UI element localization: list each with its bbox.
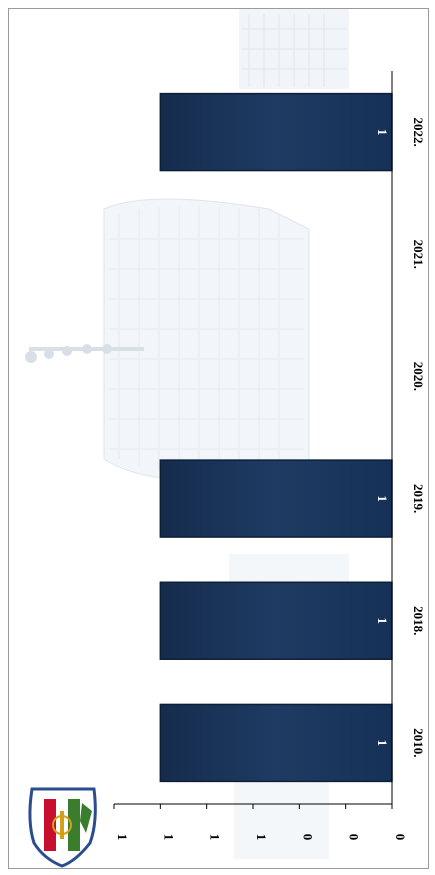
value-tick-label: 1 — [254, 834, 269, 841]
category-label: 2022. — [411, 117, 426, 146]
value-tick-label: 0 — [347, 834, 362, 841]
category-label: 2021. — [411, 240, 426, 269]
bar-data-label: 1 — [375, 618, 390, 625]
police-logo — [28, 787, 97, 868]
value-tick-label: 0 — [300, 834, 315, 841]
value-tick-label: 0 — [393, 834, 408, 841]
category-label: 2019. — [411, 484, 426, 513]
value-tick-label: 1 — [161, 834, 176, 841]
category-label: 2010. — [411, 728, 426, 757]
bar — [159, 92, 393, 172]
value-axis: 0 0 0 1 1 1 1 — [113, 803, 408, 841]
bar-data-label: 1 — [375, 129, 390, 136]
bar-data-label: 1 — [375, 495, 390, 502]
bar — [159, 581, 393, 660]
bar-data-label: 1 — [375, 740, 390, 747]
value-tick-label: 1 — [115, 834, 130, 841]
category-label: 2020. — [411, 362, 426, 391]
bar — [159, 703, 393, 783]
bars: 1 1 1 1 — [159, 92, 393, 783]
category-axis: 2010. 2018. 2019. 2020. 2021. 2022. — [391, 71, 426, 804]
category-label: 2018. — [411, 606, 426, 635]
bar — [159, 459, 393, 538]
value-tick-label: 1 — [208, 834, 223, 841]
